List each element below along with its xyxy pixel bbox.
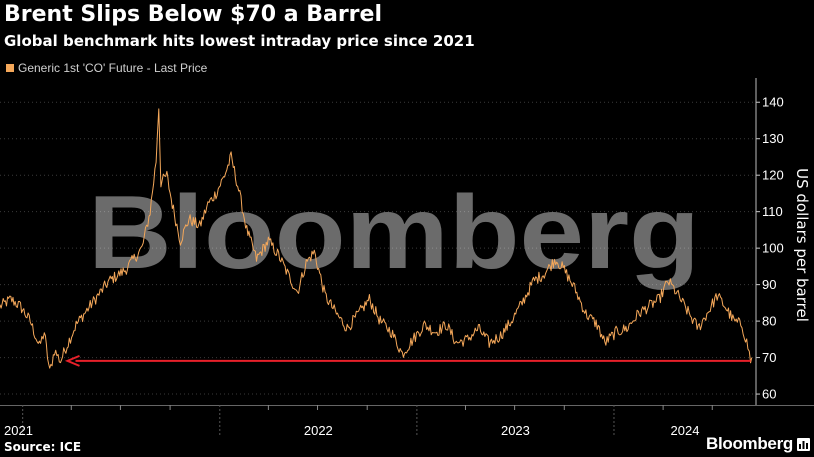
chart-title: Brent Slips Below $70 a Barrel [4, 2, 382, 27]
x-tick-label: 2024 [671, 423, 700, 438]
x-tick-label: 2023 [501, 423, 530, 438]
chart-legend: Generic 1st 'CO' Future - Last Price [6, 61, 207, 75]
bloomberg-watermark: Bloomberg [88, 175, 700, 291]
y-tick-label: 90 [762, 277, 776, 292]
y-tick-label: 70 [762, 350, 776, 365]
legend-swatch [6, 64, 14, 72]
chart-subtitle: Global benchmark hits lowest intraday pr… [4, 32, 475, 50]
bar-chart-icon [797, 437, 810, 451]
price-line [0, 108, 753, 369]
y-tick-label: 80 [762, 314, 776, 329]
x-tick-label: 2022 [304, 423, 333, 438]
source-note: Source: ICE [4, 440, 82, 454]
brand-wordmark: Bloomberg [705, 434, 793, 453]
y-tick-label: 130 [762, 131, 784, 146]
y-tick-label: 120 [762, 168, 784, 183]
bloomberg-brand: Bloomberg [706, 434, 810, 454]
y-tick-label: 140 [762, 95, 784, 110]
y-tick-label: 110 [762, 204, 783, 219]
y-axis-title: US dollars per barrel [793, 168, 811, 322]
y-tick-label: 100 [762, 241, 784, 256]
low-price-arrowhead [64, 354, 80, 367]
x-tick-label: 2021 [4, 423, 33, 438]
legend-label: Generic 1st 'CO' Future - Last Price [18, 61, 208, 75]
y-tick-label: 60 [762, 387, 776, 402]
